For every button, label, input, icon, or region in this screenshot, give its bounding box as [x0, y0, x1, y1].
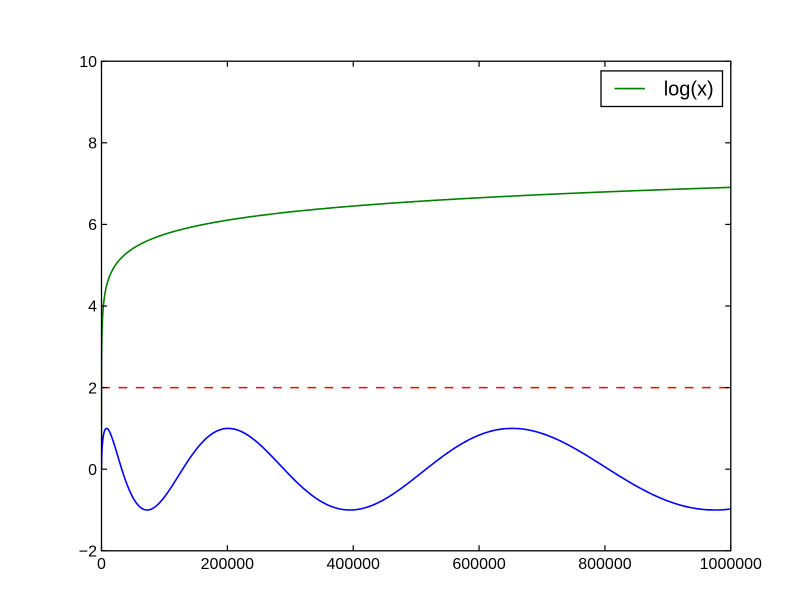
svg-text:0: 0 [88, 462, 97, 479]
svg-text:400000: 400000 [327, 556, 380, 573]
svg-text:log(x): log(x) [664, 79, 714, 101]
svg-text:10: 10 [79, 54, 97, 71]
svg-text:8: 8 [88, 136, 97, 153]
svg-text:2: 2 [88, 380, 97, 397]
svg-text:200000: 200000 [201, 556, 254, 573]
svg-text:1000000: 1000000 [700, 556, 762, 573]
svg-text:800000: 800000 [578, 556, 631, 573]
svg-text:−2: −2 [79, 544, 97, 561]
svg-text:6: 6 [88, 217, 97, 234]
svg-text:600000: 600000 [452, 556, 505, 573]
svg-text:4: 4 [88, 299, 97, 316]
svg-text:0: 0 [97, 556, 106, 573]
